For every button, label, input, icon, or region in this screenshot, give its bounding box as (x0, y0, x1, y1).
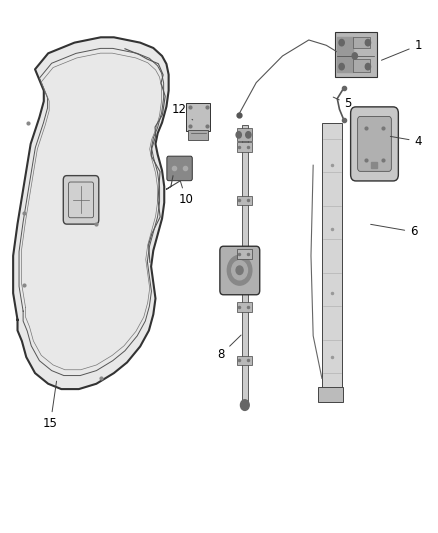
Bar (186, 103, 210, 131)
Bar (353, 59, 370, 72)
Text: 10: 10 (179, 181, 194, 206)
Circle shape (339, 63, 344, 70)
Text: 8: 8 (218, 335, 241, 361)
Bar (237, 128, 252, 141)
FancyBboxPatch shape (350, 107, 399, 181)
Bar (242, 125, 248, 402)
Text: 5: 5 (333, 97, 352, 110)
Bar (322, 123, 342, 389)
FancyBboxPatch shape (220, 246, 260, 295)
Bar (237, 249, 252, 259)
Text: 12: 12 (172, 103, 193, 120)
Text: 15: 15 (43, 381, 58, 430)
Circle shape (236, 132, 241, 138)
Bar (237, 196, 252, 205)
Circle shape (232, 261, 247, 280)
Text: 6: 6 (371, 224, 418, 238)
Bar (353, 37, 370, 48)
Circle shape (365, 39, 371, 46)
Circle shape (352, 53, 357, 59)
Bar (335, 32, 377, 77)
Bar (237, 302, 252, 312)
Circle shape (339, 39, 344, 46)
FancyBboxPatch shape (167, 156, 192, 181)
FancyBboxPatch shape (63, 176, 99, 224)
Polygon shape (13, 37, 169, 389)
Circle shape (227, 255, 252, 285)
Text: 4: 4 (390, 135, 422, 148)
FancyBboxPatch shape (357, 117, 392, 172)
Circle shape (365, 63, 371, 70)
Bar (318, 387, 343, 402)
Polygon shape (337, 37, 353, 72)
Circle shape (240, 400, 249, 410)
Bar (237, 356, 252, 365)
Text: 1: 1 (381, 39, 422, 60)
Bar (237, 142, 252, 152)
Circle shape (236, 266, 243, 274)
Bar (188, 130, 208, 140)
Circle shape (246, 132, 251, 138)
